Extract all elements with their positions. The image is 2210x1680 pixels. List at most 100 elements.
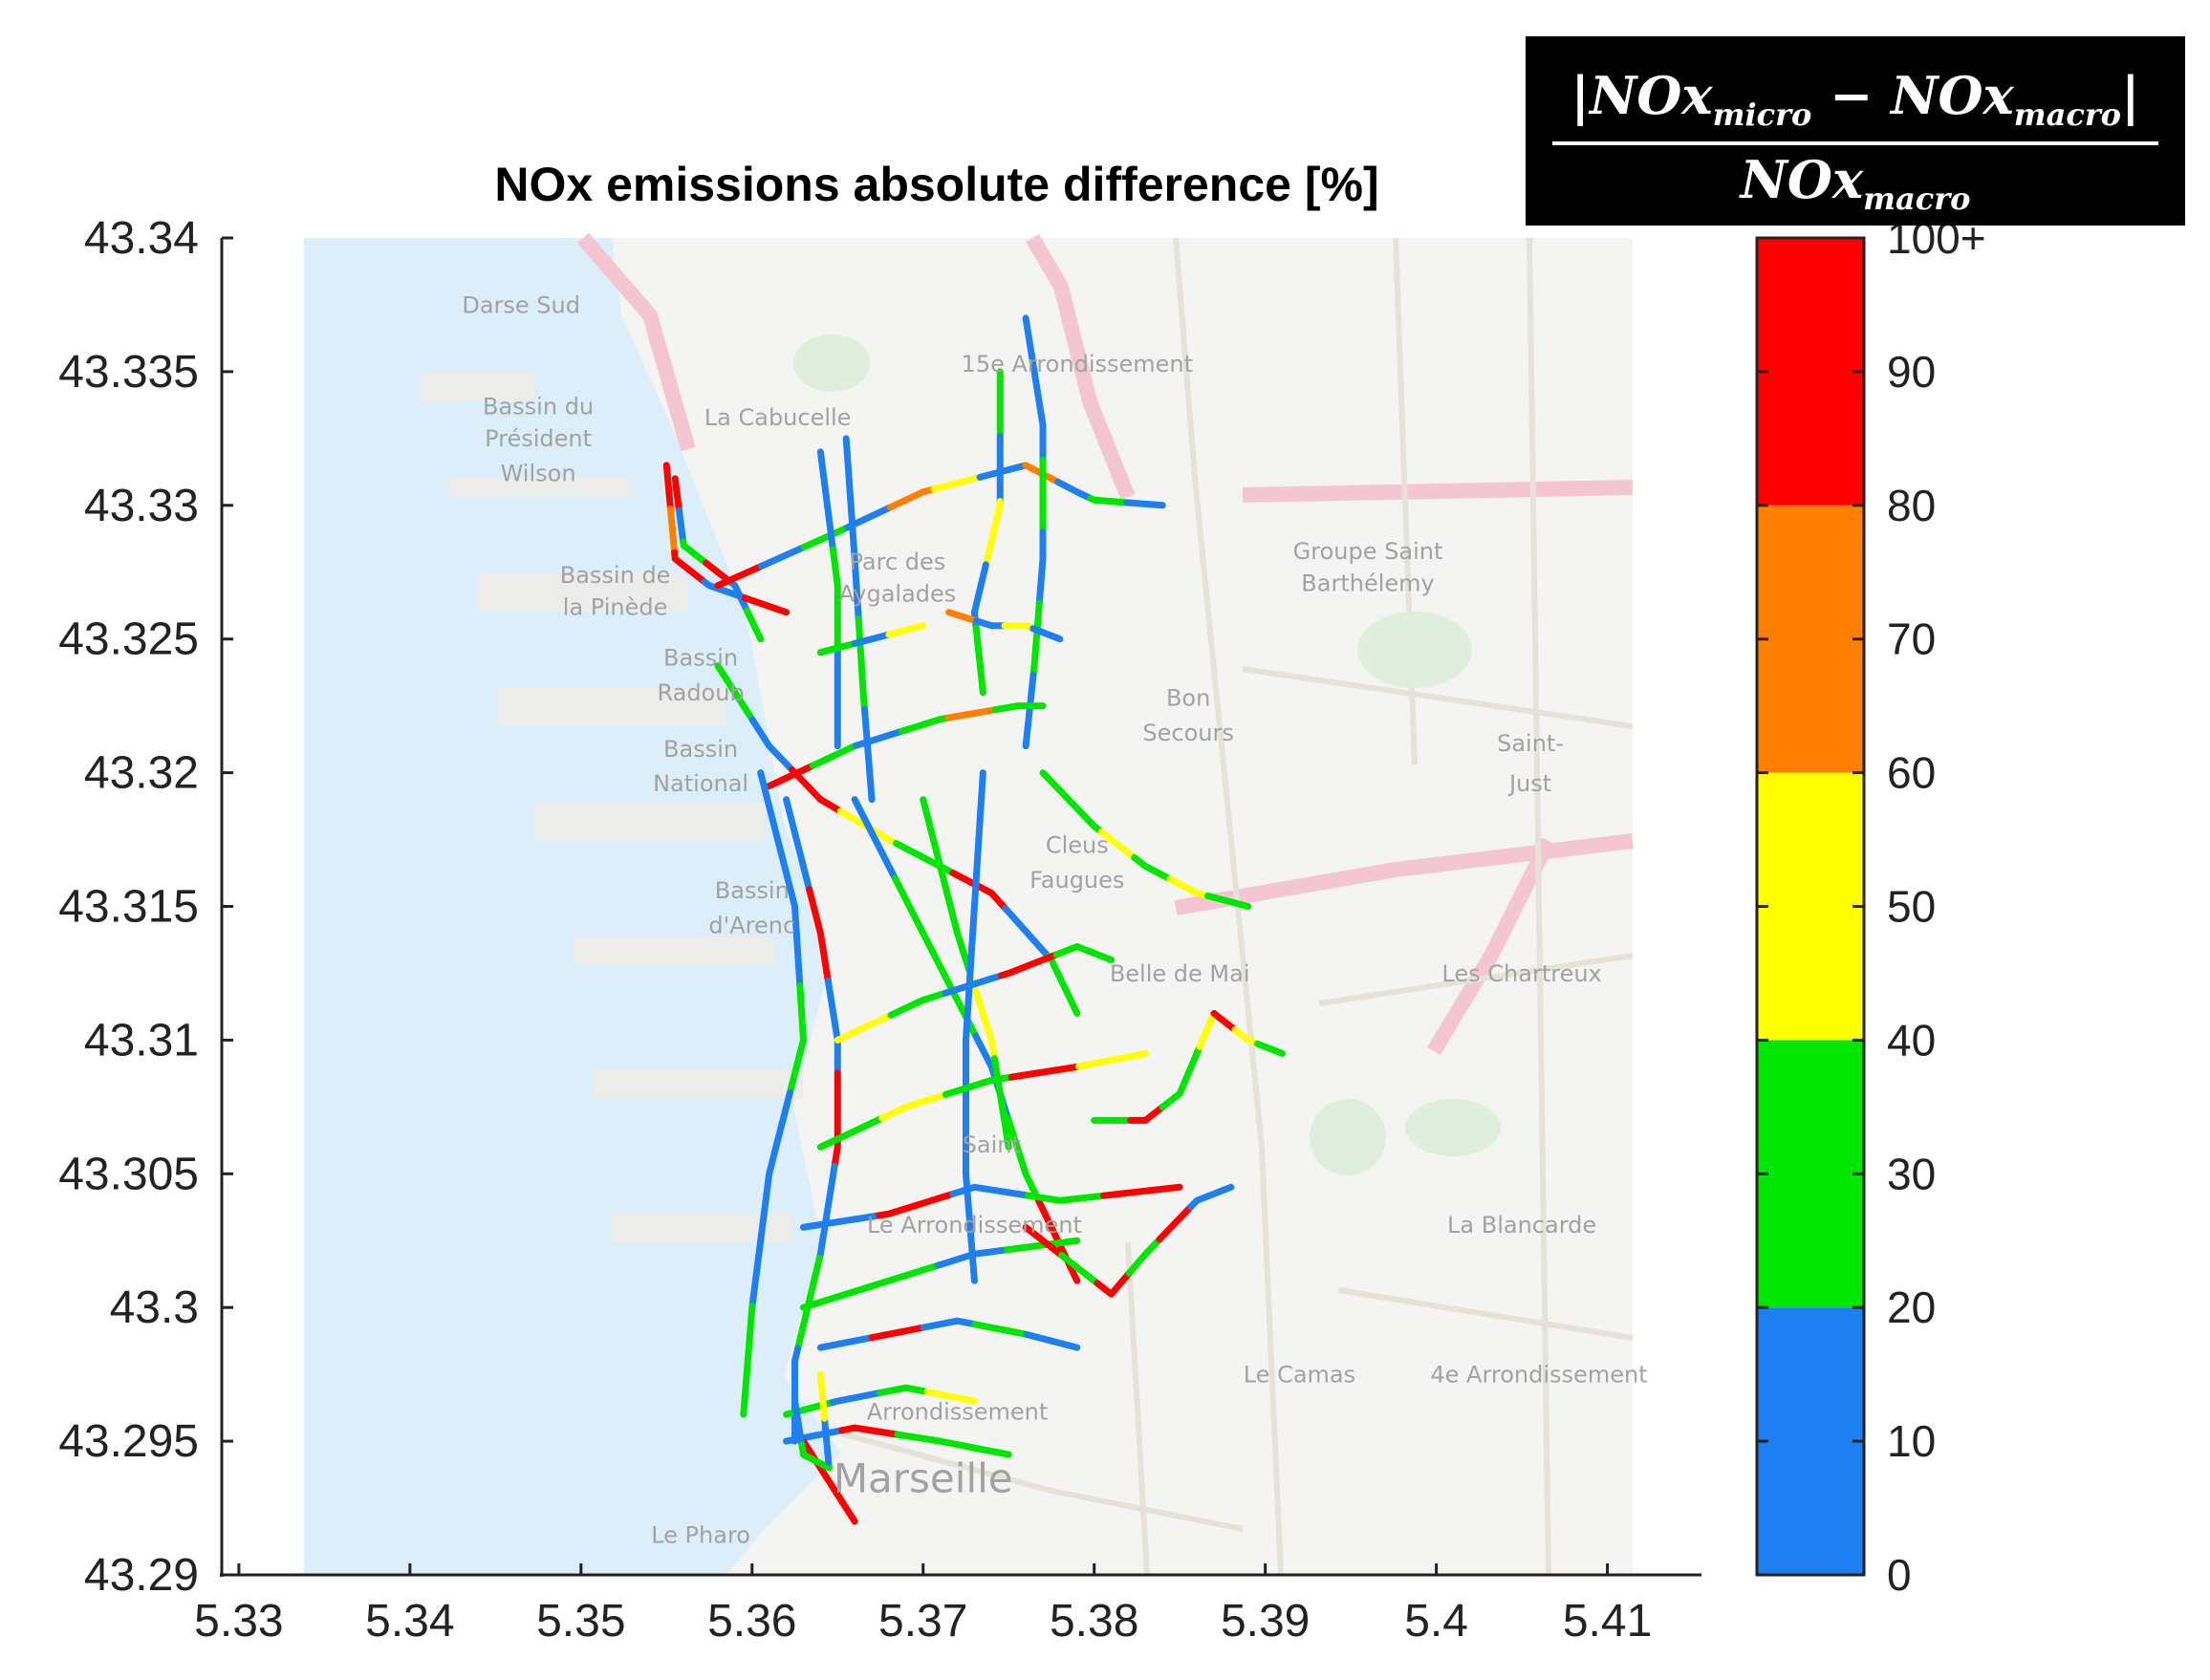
formula-numerator: |NOxmicro − NOxmacro| [1571,65,2140,133]
y-tick-label: 43.305 [58,1149,199,1199]
colorbar-tick-label: 90 [1887,347,1936,397]
road-piece-old-port-1 [923,1388,978,1405]
y-tick-label: 43.32 [84,748,199,799]
road-piece-boulevard-1 [1004,1114,1043,1205]
road-piece-belt-road [944,706,999,722]
road-piece-cross-6 [799,1282,875,1311]
map-labels: Darse Sud La Cabucelle Bassin du Président W… [462,291,1647,1548]
road-piece-cross-3 [942,972,1006,997]
road-piece-old-port-2 [838,1424,901,1438]
road-piece-boulevard-1 [851,796,899,882]
colorbar-tick-label: 10 [1887,1416,1936,1466]
road-piece-coastal-north-2 [741,594,791,616]
road-piece-belt-road [991,702,1047,714]
road-piece-vertical-mid-2 [816,448,836,553]
map-label: Radoub [657,679,744,706]
map-label: Bassin de [560,562,671,589]
map-label: 15e Arrondissement [962,351,1193,377]
road-piece-cross-1 [885,622,927,638]
road-piece-coastal-north-1 [743,607,765,643]
road-piece-cross-3 [887,989,949,1019]
map-label: Darse Sud [462,291,580,318]
map-label: Le Pharo [651,1521,750,1548]
y-tick-label: 43.29 [84,1550,199,1601]
road-piece-cross-6 [935,1246,1010,1269]
road-piece-coastal-north-2 [662,462,674,512]
road-piece-cross-4 [942,1073,1015,1098]
road-piece-south-trunk-2 [740,1303,756,1418]
street [1527,237,1551,1576]
street [1318,953,1634,1006]
colorbar-band [1757,1040,1864,1308]
map-label: La Cabucelle [704,404,852,431]
y-tick-label: 43.3 [110,1282,199,1333]
road-piece-boulevard-2 [942,882,974,977]
road-piece-old-port-2 [894,1431,957,1448]
road-piece-vertical-east-1 [1033,385,1047,463]
road-piece-coastal-north-2 [671,549,708,586]
map-label: Saint- [1497,730,1564,757]
colorbar-band [1757,1307,1864,1575]
road-piece-cross-5 [876,1190,957,1219]
pier [574,937,774,965]
road-piece-cross-6 [867,1261,942,1290]
colorbar-tick-label: 70 [1887,614,1936,664]
x-tick-label: 5.37 [878,1596,967,1647]
map-label: Groupe Saint [1293,538,1443,565]
road-piece-northern-arterial [801,524,852,550]
pier [449,478,631,497]
road-piece-cross-3 [998,951,1060,980]
road-piece-east-spur [1254,1040,1287,1057]
y-tick-label: 43.295 [58,1416,199,1467]
road-piece-diagonal-main [1002,905,1052,960]
street [1242,666,1634,729]
road-piece-south-trunk-1 [806,886,832,984]
road-piece-cross-4 [816,1114,886,1151]
road-piece-south-trunk-2 [748,1195,769,1310]
map-label: Just [1507,770,1551,797]
street [1173,237,1284,1576]
road-piece-east-branch [1166,875,1212,900]
street [1125,1241,1150,1576]
road-piece-south-trunk-2 [786,981,807,1096]
y-tick-label: 43.315 [58,882,199,933]
map-background [304,232,1634,1576]
road-piece-diagonal-main [748,716,796,774]
highway [1242,480,1634,503]
axes: 5.33 5.34 5.35 5.36 5.37 5.38 5.39 5.4 5.4143.34… [58,213,1701,1647]
pier [421,373,535,401]
colorbar-band [1757,238,1864,506]
formula-fraction-bar [1552,141,2158,145]
formula-label: |NOxmicro − NOxmacro| NOxmacro [1526,36,2185,226]
park-area [793,334,870,392]
map-label: Marseille [834,1454,1013,1501]
road-piece-cross-2 [1001,622,1037,633]
road-piece-coastal-north-2 [701,578,748,602]
x-tick-label: 5.34 [365,1596,454,1647]
y-tick-label: 43.34 [84,213,199,264]
chart-title: NOx emissions absolute difference [%] [494,158,1379,211]
road-piece-cross-2 [1029,625,1064,643]
pier [497,688,726,726]
road-piece-port-loop [821,1414,833,1466]
road-piece-east-branch [1097,829,1138,861]
road-piece-south-east [1022,1223,1065,1259]
x-tick-label: 5.39 [1221,1596,1310,1647]
road-piece-south-trunk-2 [757,769,791,882]
road-piece-northern-arterial [757,543,809,571]
road-piece-coastal-north-1 [680,538,710,567]
road-piece-south-diag [868,1324,927,1342]
street [1337,1287,1634,1341]
road-piece-east-branch [1039,769,1075,807]
road-piece-vertical-east-1 [1035,528,1047,607]
road-piece-north-spur-1 [1122,499,1166,509]
map-label: Bassin du [483,394,594,420]
road-piece-cross-4 [878,1090,949,1122]
road-piece-east-loop [1127,1104,1166,1124]
road-piece-cross-1 [851,631,893,647]
road-piece-vertical-center [963,1175,978,1284]
road-piece-port-loop [816,1370,829,1422]
colorbar-tick-label: 0 [1887,1550,1912,1600]
